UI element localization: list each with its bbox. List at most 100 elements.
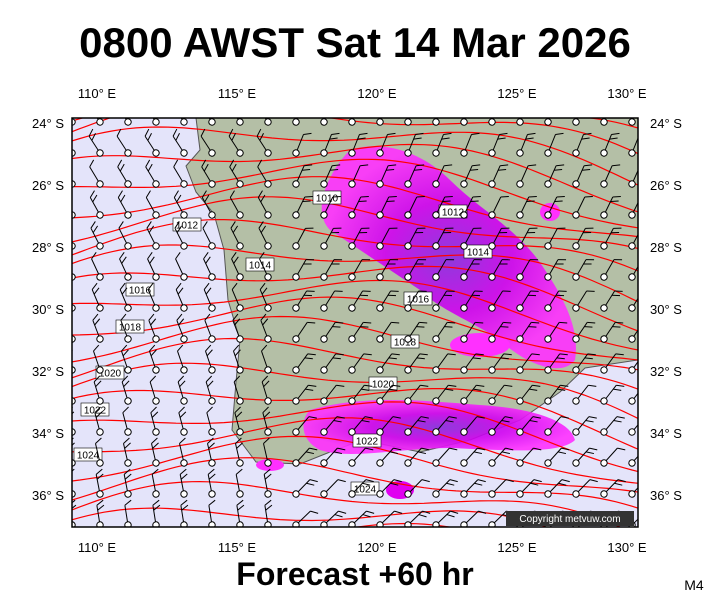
- wind-barb: [628, 384, 638, 405]
- barb-flag: [614, 290, 623, 292]
- wind-barb: [257, 190, 272, 219]
- lat-label: 30° S: [32, 302, 64, 317]
- barb-flag: [638, 167, 646, 174]
- lon-label: 125° E: [497, 540, 537, 555]
- barb-flag: [96, 499, 104, 506]
- barb-flag: [362, 290, 371, 292]
- wind-barb: [118, 221, 132, 250]
- barb-flag: [145, 190, 151, 198]
- wind-barb: [233, 375, 244, 405]
- title: 0800 AWST Sat 14 Mar 2026: [79, 19, 631, 66]
- barb-flag: [560, 384, 569, 387]
- barb-flag: [116, 128, 122, 137]
- wind-barb: [72, 118, 76, 126]
- barb-flag: [445, 388, 454, 391]
- barb-station: [544, 459, 552, 467]
- isobar-label-box: [350, 481, 380, 496]
- isobar-label-box: [390, 334, 420, 349]
- wind-barb: [263, 468, 272, 498]
- lat-label: 28° S: [32, 240, 64, 255]
- barb-flag: [263, 437, 270, 444]
- wind-barb: [262, 406, 272, 436]
- barb-flag: [387, 132, 396, 135]
- barb-flag: [151, 468, 159, 475]
- wind-barb: [572, 384, 597, 405]
- barb-station: [544, 118, 552, 126]
- barb-flag: [390, 482, 399, 486]
- barb-flag: [527, 132, 536, 135]
- barb-flag: [415, 99, 423, 105]
- barb-station: [320, 397, 328, 405]
- wind-barb: [348, 416, 373, 436]
- barb-station: [96, 366, 104, 374]
- barb-station: [404, 273, 412, 281]
- barb-flag: [417, 227, 426, 229]
- barb-flag: [584, 326, 593, 328]
- barb-flag: [260, 194, 266, 203]
- isobar-label-box: [352, 433, 382, 448]
- isobar-label: 1018: [394, 338, 417, 349]
- wind-barb: [628, 479, 650, 498]
- barb-flag: [148, 313, 155, 321]
- wind-barb: [488, 479, 514, 498]
- barb-station: [320, 459, 328, 467]
- barb-station: [236, 180, 244, 188]
- lon-label: 115° E: [218, 86, 257, 101]
- barb-station: [516, 459, 524, 467]
- barb-flag: [176, 194, 182, 203]
- barb-staff: [72, 227, 73, 247]
- barb-flag: [259, 252, 265, 260]
- barb-flag: [150, 318, 157, 326]
- wind-barb: [404, 290, 427, 312]
- barb-flag: [559, 321, 568, 324]
- barb-flag: [332, 164, 341, 167]
- barb-flag: [94, 406, 101, 414]
- barb-flag: [95, 380, 102, 387]
- barb-station: [488, 180, 496, 188]
- subtitle: Forecast +60 hr: [236, 556, 473, 592]
- barb-station: [264, 397, 272, 405]
- barb-flag: [474, 482, 483, 486]
- barb-flag: [262, 318, 269, 326]
- barb-station: [404, 242, 412, 250]
- wind-barb: [320, 227, 342, 250]
- barb-flag: [303, 263, 312, 265]
- barb-flag: [470, 168, 479, 171]
- barb-flag: [237, 504, 245, 511]
- barb-flag: [365, 447, 374, 451]
- barb-flag: [420, 384, 429, 387]
- barb-flag: [231, 282, 238, 290]
- barb-flag: [180, 499, 188, 506]
- barb-staff: [72, 135, 73, 154]
- barb-flag: [63, 283, 71, 289]
- barb-station: [572, 304, 580, 312]
- barb-station: [544, 366, 552, 374]
- barb-flag: [93, 375, 101, 383]
- barb-flag: [149, 344, 156, 352]
- isobar-label-box: [438, 204, 468, 219]
- barb-flag: [359, 294, 369, 297]
- barb-station: [404, 397, 412, 405]
- barb-flag: [556, 195, 565, 198]
- isobar-label-box: [80, 402, 110, 417]
- barb-station: [152, 273, 160, 281]
- wind-barb: [205, 375, 216, 405]
- barb-flag: [93, 344, 100, 352]
- barb-station: [264, 149, 272, 157]
- barb-flag: [642, 256, 650, 263]
- barb-flag: [499, 263, 508, 265]
- barb-flag: [615, 353, 624, 356]
- wind-barb: [404, 321, 428, 343]
- barb-station: [124, 211, 132, 219]
- barb-flag: [360, 164, 369, 167]
- barb-flag: [94, 318, 101, 326]
- barb-flag: [642, 480, 650, 488]
- barb-flag: [614, 482, 623, 486]
- barb-flag: [233, 344, 240, 352]
- barb-flag: [259, 133, 264, 141]
- barb-station: [180, 304, 188, 312]
- barb-flag: [89, 190, 95, 198]
- barb-station: [628, 397, 636, 405]
- barb-flag: [612, 195, 621, 198]
- wind-barb: [488, 132, 508, 157]
